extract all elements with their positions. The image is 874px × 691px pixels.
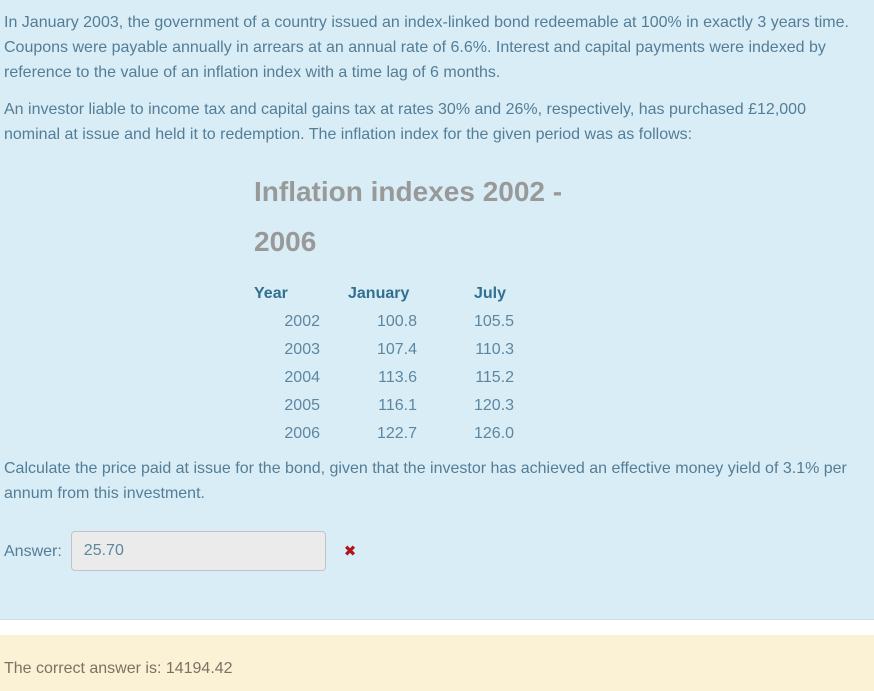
cell-july: 105.5 <box>474 313 515 330</box>
column-header-january: January <box>348 285 410 302</box>
answer-row: Answer: ✖ <box>4 531 860 571</box>
cell-year: 2003 <box>284 341 320 358</box>
table-row: 2006 122.7 126.0 <box>254 420 514 448</box>
table-row: 2003 107.4 110.3 <box>254 336 514 364</box>
column-header-year: Year <box>254 285 288 302</box>
question-paragraph-1: In January 2003, the government of a cou… <box>4 14 849 81</box>
cell-july: 120.3 <box>474 397 515 414</box>
cell-july: 110.3 <box>475 341 515 358</box>
cell-january: 122.7 <box>376 425 417 442</box>
cell-january: 113.6 <box>378 369 417 386</box>
table-row: 2005 116.1 120.3 <box>254 392 514 420</box>
question-paragraph-3: Calculate the price paid at issue for th… <box>4 460 847 502</box>
answer-input[interactable] <box>70 531 326 571</box>
cell-january: 100.8 <box>376 313 417 330</box>
inflation-table: Year January July 2002 100.8 105.5 2003 … <box>254 280 514 448</box>
incorrect-icon: ✖ <box>343 542 357 560</box>
section-gap <box>0 620 874 635</box>
inflation-index-block: Inflation indexes 2002 - 2006 Year Janua… <box>254 167 610 448</box>
feedback-box: The correct answer is: 14194.42 <box>0 635 874 691</box>
column-header-july: July <box>474 285 507 302</box>
cell-july: 115.2 <box>475 369 515 386</box>
cell-year: 2004 <box>284 369 320 386</box>
cell-january: 107.4 <box>376 341 417 358</box>
question-paragraph-2: An investor liable to income tax and cap… <box>4 101 806 143</box>
cell-january: 116.1 <box>378 397 417 414</box>
cell-july: 126.0 <box>474 425 515 442</box>
cell-year: 2005 <box>284 397 320 414</box>
cell-year: 2002 <box>284 313 320 330</box>
table-row: 2004 113.6 115.2 <box>254 364 514 392</box>
correct-answer-text: The correct answer is: 14194.42 <box>4 660 233 677</box>
inflation-table-title: Inflation indexes 2002 - 2006 <box>254 176 563 257</box>
question-content: In January 2003, the government of a cou… <box>0 0 874 620</box>
table-row: 2002 100.8 105.5 <box>254 308 514 336</box>
cell-year: 2006 <box>284 425 320 442</box>
answer-label: Answer: <box>4 542 62 560</box>
table-header-row: Year January July <box>254 280 514 308</box>
